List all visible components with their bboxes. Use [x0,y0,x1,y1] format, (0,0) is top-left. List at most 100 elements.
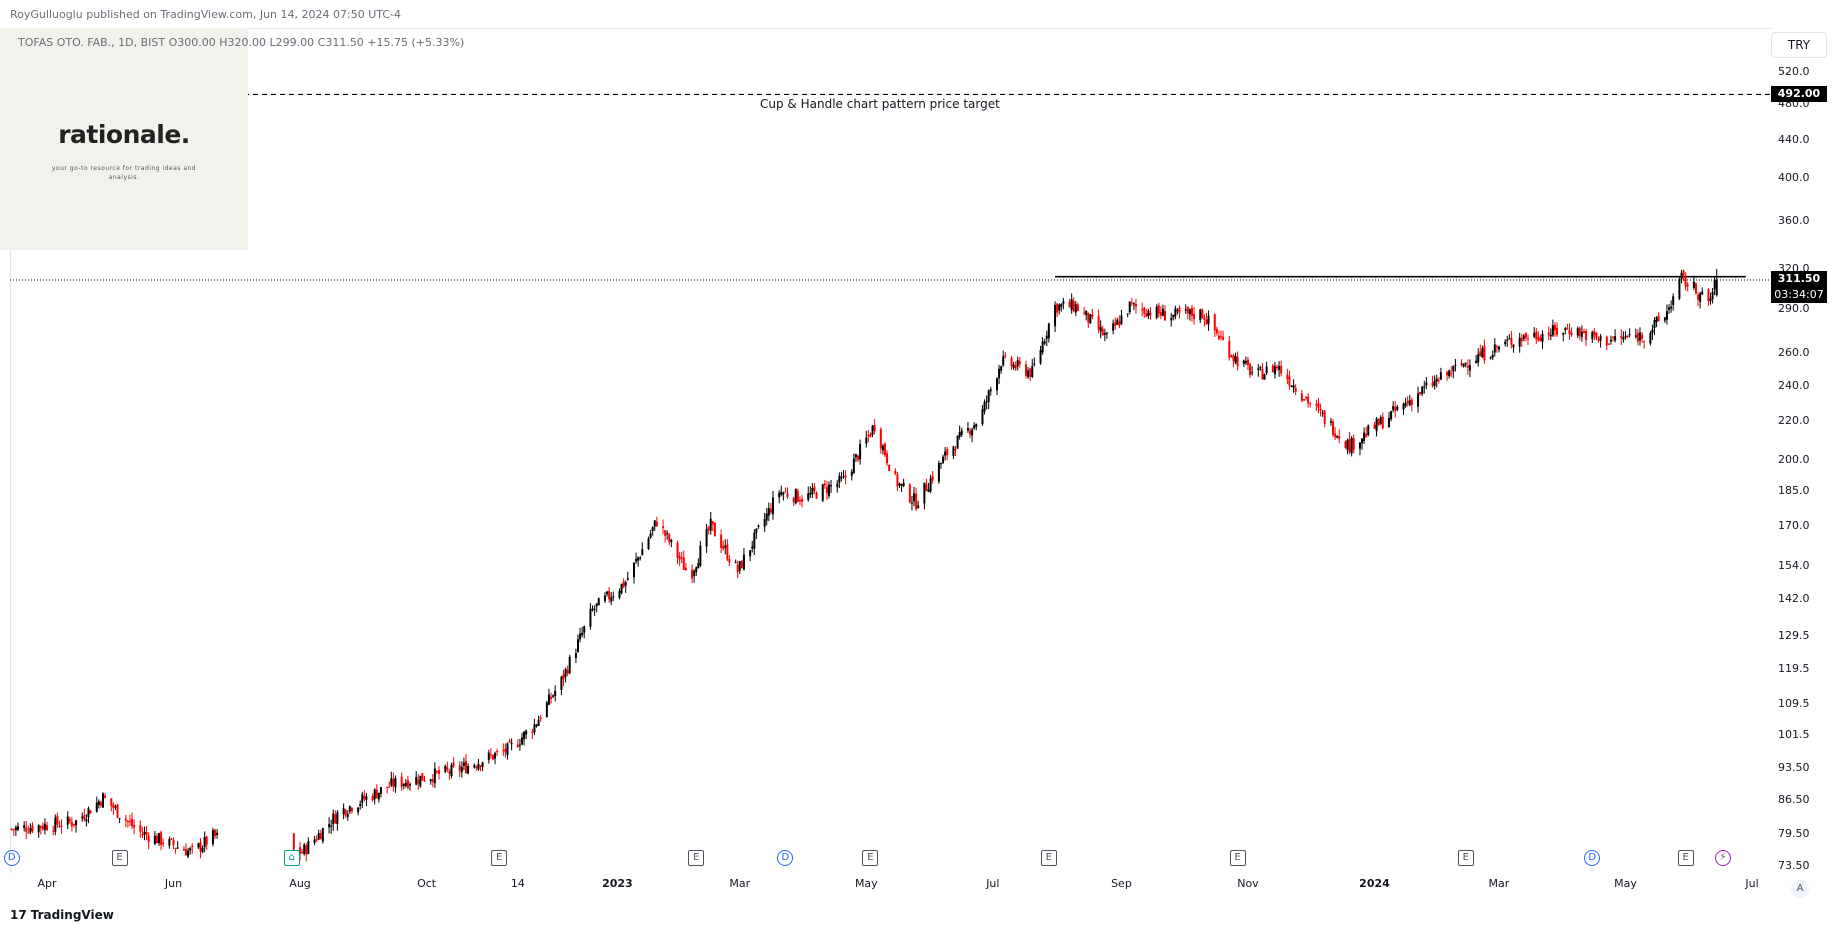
candle-body [1074,304,1077,313]
tradingview-brand[interactable]: 𝟭𝟳 TradingView [10,908,114,922]
candle-body [1286,374,1289,380]
candle-body [995,378,998,391]
currency-button[interactable]: TRY [1771,32,1827,58]
dividend-marker[interactable]: D [3,850,20,866]
candle-body [840,477,843,479]
candle-body [552,695,555,697]
earnings-marker[interactable]: E [1457,850,1474,866]
candle-body [1657,315,1660,322]
dividend-marker[interactable]: D [777,850,794,866]
candle-body [104,795,107,798]
candle-body [1134,303,1137,307]
candle-body [1417,393,1420,407]
candle-body [184,849,187,856]
upcoming-event-marker[interactable]: ⚡ [1714,850,1731,866]
candle-body [691,569,694,579]
candle-body [292,833,295,850]
candle-body [350,807,353,812]
candle-body [927,489,930,493]
candle-body [438,770,441,774]
candle-body [317,833,320,840]
candle-body [1408,400,1411,406]
candle-body [1680,272,1683,280]
candle-body [516,744,519,748]
candle-body [357,807,360,813]
candle-body [1585,330,1588,341]
candle-body [537,719,540,726]
candle-body [807,493,810,501]
candle-body [421,773,424,781]
candle-body [859,443,862,460]
candle-body [10,828,13,830]
candle-body [1433,380,1436,387]
candle-body [1220,336,1223,338]
candle-body [583,626,586,633]
candle-body [143,831,146,835]
candle-body [54,817,57,832]
candle-body [720,534,723,548]
time-tick-label: Aug [289,877,311,890]
candle-body [830,484,833,487]
candle-body [214,829,217,837]
candle-body [1041,341,1044,353]
candle-body [879,429,882,449]
candle-body [550,696,553,700]
earnings-marker[interactable]: E [862,850,879,866]
rationale-logo: rationale. your go-to resource for tradi… [0,28,248,250]
candle-body [1612,337,1615,339]
candle-body [1466,365,1469,368]
candle-body [589,609,592,627]
candle-body [87,808,90,818]
candle-body [155,835,158,844]
pattern-annotation[interactable]: Cup & Handle chart pattern price target [760,97,1000,111]
candle-body [452,762,455,767]
candle-body [1483,346,1486,361]
price-tick-label: 200.0 [1778,452,1810,466]
candle-body [147,835,150,843]
earnings-marker[interactable]: E [111,850,128,866]
publisher-line: RoyGulluoglu published on TradingView.co… [10,8,401,21]
earnings-marker[interactable]: E [1677,850,1694,866]
candle-body [124,818,127,821]
earnings-marker[interactable]: E [491,850,508,866]
candle-body [458,765,461,772]
candle-body [1321,412,1324,414]
candle-body [118,818,121,820]
auto-scale-button[interactable]: A [1791,880,1809,898]
split-marker[interactable]: ⌂ [283,850,300,866]
candle-body [112,804,115,809]
candle-body [1605,336,1608,346]
candle-body [1159,311,1162,316]
candle-body [1143,307,1146,314]
candle-body [765,513,768,521]
candle-body [201,847,204,853]
candle-body [1004,355,1007,357]
candle-body [842,476,845,478]
candle-body [981,409,984,425]
earnings-marker[interactable]: E [1040,850,1057,866]
candle-body [1460,362,1463,366]
chart-pane[interactable] [10,28,1771,873]
candle-body [1651,329,1654,334]
earnings-marker[interactable]: E [688,850,705,866]
candle-body [989,389,992,392]
price-tick-label: 73.50 [1778,859,1810,872]
candle-body [560,676,563,690]
candle-body [564,668,567,678]
candle-body [508,740,511,743]
earnings-marker[interactable]: E [1229,850,1246,866]
candle-body [27,832,30,834]
candle-body [794,489,797,504]
dividend-marker[interactable]: D [1584,850,1601,866]
candle-body [726,544,729,560]
candle-body [1332,421,1335,435]
candle-body [1155,306,1158,318]
price-tick-label: 119.5 [1778,661,1810,675]
candle-body [1188,309,1191,315]
candle-body [931,475,934,481]
candle-body [865,437,868,444]
candle-body [205,836,208,845]
candle-body [1495,346,1498,348]
candle-body [1533,332,1536,337]
